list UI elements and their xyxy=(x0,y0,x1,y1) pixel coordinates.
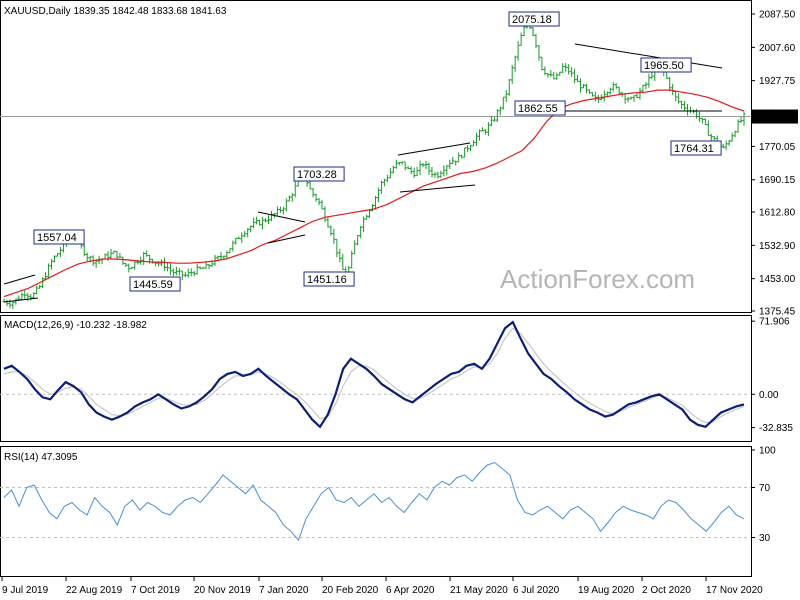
moving-average-line xyxy=(3,89,745,298)
x-tick-label: 2 Oct 2020 xyxy=(642,585,691,596)
moving-average xyxy=(3,89,745,298)
price-annotation-box xyxy=(508,11,560,27)
y-tick-label: 1770.05 xyxy=(759,142,796,153)
macd-axis: 71.906 0.00 -32.835 xyxy=(751,317,793,434)
x-axis: 9 Jul 2019 22 Aug 2019 7 Oct 2019 20 Nov 20… xyxy=(1,577,763,596)
y-tick-label: 30 xyxy=(759,533,771,544)
y-tick-label: 2007.60 xyxy=(759,43,796,54)
trendline xyxy=(399,184,476,193)
trendline xyxy=(397,142,471,156)
y-tick-label: 100 xyxy=(759,446,776,457)
price-annotation-box xyxy=(33,229,85,245)
rsi-axis: 100 70 30 xyxy=(751,446,776,544)
rsi-pane xyxy=(0,446,752,577)
price-annotation-label: 1451.16 xyxy=(307,274,347,286)
price-annotation-label: 1764.31 xyxy=(674,143,714,155)
y-tick-label: 71.906 xyxy=(759,317,790,328)
x-tick-label: 20 Feb 2020 xyxy=(322,585,379,596)
y-tick-label: 2087.50 xyxy=(759,10,796,21)
price-annotations: 1557.04 1445.59 1703.28 1451.16 2075.18 1862.… xyxy=(33,11,722,292)
x-tick-label: 7 Oct 2019 xyxy=(131,585,180,596)
price-annotation-label: 2075.18 xyxy=(512,14,552,26)
rsi-title: RSI(14) 47.3095 xyxy=(4,452,78,463)
x-tick-label: 22 Aug 2019 xyxy=(66,585,123,596)
trendline xyxy=(3,274,36,285)
x-tick-label: 6 Apr 2020 xyxy=(386,585,435,596)
x-tick-label: 17 Nov 2020 xyxy=(706,585,763,596)
price-annotation-label: 1862.55 xyxy=(518,103,558,115)
rsi-line xyxy=(3,461,745,541)
y-tick-label: 70 xyxy=(759,483,771,494)
signal-line xyxy=(3,327,745,424)
price-annotation-label: 1703.28 xyxy=(297,169,337,181)
trendlines xyxy=(3,43,723,303)
price-annotation-box xyxy=(129,276,181,292)
y-tick-label: 1375.45 xyxy=(759,307,796,318)
y-tick-label: 1612.80 xyxy=(759,208,796,219)
price-annotation-box xyxy=(670,140,722,156)
y-tick-label: 1532.90 xyxy=(759,241,796,252)
x-tick-label: 21 May 2020 xyxy=(450,585,508,596)
x-tick-label: 19 Aug 2020 xyxy=(578,585,635,596)
price-header: XAUUSD,Daily 1839.35 1842.48 1833.68 184… xyxy=(4,6,227,17)
trendline xyxy=(267,234,306,244)
x-tick-label: 9 Jul 2019 xyxy=(2,585,49,596)
price-annotation-box xyxy=(514,100,566,116)
price-annotation-box xyxy=(640,57,692,73)
price-bars xyxy=(2,18,746,310)
y-tick-label: -32.835 xyxy=(759,423,793,434)
watermark: ActionForex.com xyxy=(500,264,695,294)
price-annotation-box xyxy=(293,166,345,182)
price-annotation-box xyxy=(303,271,355,287)
price-annotation-label: 1445.59 xyxy=(133,279,173,291)
trendline xyxy=(574,43,723,69)
trendline xyxy=(257,211,306,223)
last-price-label: 1841.63 xyxy=(759,112,796,123)
macd-title: MACD(12,26,9) -10.232 -18.982 xyxy=(4,320,147,331)
x-tick-label: 20 Nov 2019 xyxy=(194,585,251,596)
macd-lines xyxy=(3,320,745,429)
macd-line xyxy=(3,320,745,429)
price-annotation-label: 1965.50 xyxy=(644,60,684,72)
x-tick-label: 7 Jan 2020 xyxy=(259,585,309,596)
y-tick-label: 0.00 xyxy=(759,390,779,401)
y-tick-label: 1453.00 xyxy=(759,274,796,285)
last-price-marker xyxy=(752,109,798,124)
y-tick-label: 1927.75 xyxy=(759,76,796,87)
rsi-grid xyxy=(0,487,751,538)
trendline xyxy=(3,297,39,303)
price-annotation-label: 1557.04 xyxy=(37,232,77,244)
price-axis: 2087.502007.601927.751850.001770.051690.… xyxy=(751,10,798,318)
x-tick-label: 6 Jul 2020 xyxy=(513,585,560,596)
y-tick-label: 1690.15 xyxy=(759,175,796,186)
rsi-lines xyxy=(3,461,745,541)
